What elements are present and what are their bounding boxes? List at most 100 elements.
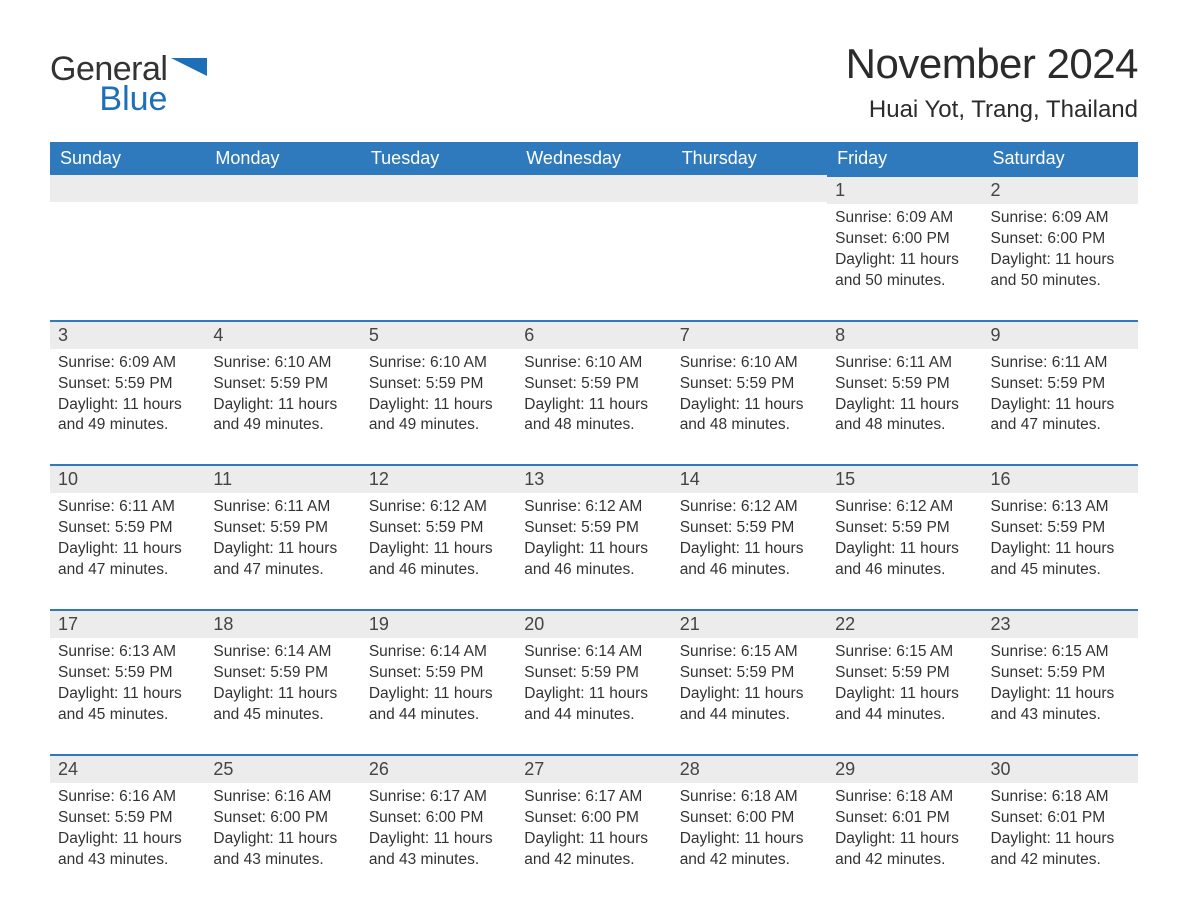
calendar-cell-content: 23Sunrise: 6:15 AMSunset: 5:59 PMDayligh… xyxy=(983,609,1138,754)
sunset-text: Sunset: 5:59 PM xyxy=(680,663,819,684)
location-subtitle: Huai Yot, Trang, Thailand xyxy=(846,96,1138,124)
day-number: 11 xyxy=(205,466,360,493)
day-number: 1 xyxy=(827,177,982,204)
sunset-text: Sunset: 5:59 PM xyxy=(524,518,663,539)
calendar-table: Sunday Monday Tuesday Wednesday Thursday… xyxy=(50,142,1138,898)
calendar-cell xyxy=(516,175,671,320)
calendar-cell-content: 28Sunrise: 6:18 AMSunset: 6:00 PMDayligh… xyxy=(672,754,827,899)
sunset-text: Sunset: 5:59 PM xyxy=(524,663,663,684)
calendar-cell: 1Sunrise: 6:09 AMSunset: 6:00 PMDaylight… xyxy=(827,175,982,320)
calendar-cell: 7 Sunrise: 6:10 AMSunset: 5:59 PMDaylight… xyxy=(672,320,827,465)
daylight-text: Daylight: 11 hours and 42 minutes. xyxy=(524,829,663,871)
day-number: 7 xyxy=(672,322,827,349)
day-number xyxy=(672,175,827,202)
sunrise-text: Sunrise: 6:10 AM xyxy=(369,353,508,374)
day-info: Sunrise: 6:15 AMSunset: 5:59 PMDaylight:… xyxy=(672,638,827,726)
calendar-cell-content: 30Sunrise: 6:18 AMSunset: 6:01 PMDayligh… xyxy=(983,754,1138,899)
calendar-cell: 5Sunrise: 6:10 AMSunset: 5:59 PMDaylight… xyxy=(361,320,516,465)
day-info: Sunrise: 6:11 AMSunset: 5:59 PMDaylight:… xyxy=(205,493,360,581)
sunrise-text: Sunrise: 6:15 AM xyxy=(991,642,1130,663)
day-number: 14 xyxy=(672,466,827,493)
day-number: 5 xyxy=(361,322,516,349)
sunrise-text: Sunrise: 6:13 AM xyxy=(991,497,1130,518)
day-info: Sunrise: 6:10 AMSunset: 5:59 PMDaylight:… xyxy=(205,349,360,437)
sunset-text: Sunset: 5:59 PM xyxy=(58,518,197,539)
sunrise-text: Sunrise: 6:11 AM xyxy=(58,497,197,518)
calendar-cell-content: 22Sunrise: 6:15 AMSunset: 5:59 PMDayligh… xyxy=(827,609,982,754)
sunset-text: Sunset: 5:59 PM xyxy=(524,374,663,395)
calendar-cell-empty xyxy=(672,175,827,230)
calendar-cell-empty xyxy=(361,175,516,230)
daylight-text: Daylight: 11 hours and 45 minutes. xyxy=(58,684,197,726)
sunrise-text: Sunrise: 6:18 AM xyxy=(991,787,1130,808)
daylight-text: Daylight: 11 hours and 43 minutes. xyxy=(58,829,197,871)
calendar-cell xyxy=(361,175,516,320)
sunrise-text: Sunrise: 6:15 AM xyxy=(835,642,974,663)
sunset-text: Sunset: 5:59 PM xyxy=(991,374,1130,395)
day-number: 12 xyxy=(361,466,516,493)
sunrise-text: Sunrise: 6:11 AM xyxy=(835,353,974,374)
month-title: November 2024 xyxy=(846,40,1138,88)
sunrise-text: Sunrise: 6:16 AM xyxy=(213,787,352,808)
calendar-cell-content: 20Sunrise: 6:14 AMSunset: 5:59 PMDayligh… xyxy=(516,609,671,754)
sunset-text: Sunset: 5:59 PM xyxy=(835,374,974,395)
day-info: Sunrise: 6:11 AMSunset: 5:59 PMDaylight:… xyxy=(50,493,205,581)
daylight-text: Daylight: 11 hours and 43 minutes. xyxy=(991,684,1130,726)
day-info: Sunrise: 6:14 AMSunset: 5:59 PMDaylight:… xyxy=(361,638,516,726)
calendar-cell: 25Sunrise: 6:16 AMSunset: 6:00 PMDayligh… xyxy=(205,754,360,899)
day-number: 29 xyxy=(827,756,982,783)
day-info: Sunrise: 6:11 AMSunset: 5:59 PMDaylight:… xyxy=(827,349,982,437)
weekday-header: Thursday xyxy=(672,142,827,175)
sunset-text: Sunset: 5:59 PM xyxy=(680,374,819,395)
daylight-text: Daylight: 11 hours and 49 minutes. xyxy=(213,395,352,437)
sunrise-text: Sunrise: 6:12 AM xyxy=(369,497,508,518)
calendar-cell: 15Sunrise: 6:12 AMSunset: 5:59 PMDayligh… xyxy=(827,464,982,609)
calendar-cell-content: 8Sunrise: 6:11 AMSunset: 5:59 PMDaylight… xyxy=(827,320,982,465)
weekday-header: Monday xyxy=(205,142,360,175)
sunrise-text: Sunrise: 6:10 AM xyxy=(213,353,352,374)
daylight-text: Daylight: 11 hours and 44 minutes. xyxy=(835,684,974,726)
day-number: 16 xyxy=(983,466,1138,493)
day-info: Sunrise: 6:18 AMSunset: 6:01 PMDaylight:… xyxy=(983,783,1138,871)
calendar-week-row: 24Sunrise: 6:16 AMSunset: 5:59 PMDayligh… xyxy=(50,754,1138,899)
daylight-text: Daylight: 11 hours and 42 minutes. xyxy=(680,829,819,871)
calendar-cell: 29Sunrise: 6:18 AMSunset: 6:01 PMDayligh… xyxy=(827,754,982,899)
calendar-week-row: 3Sunrise: 6:09 AMSunset: 5:59 PMDaylight… xyxy=(50,320,1138,465)
day-number: 18 xyxy=(205,611,360,638)
day-number: 10 xyxy=(50,466,205,493)
day-number xyxy=(516,175,671,202)
day-info: Sunrise: 6:10 AMSunset: 5:59 PMDaylight:… xyxy=(361,349,516,437)
daylight-text: Daylight: 11 hours and 48 minutes. xyxy=(680,395,819,437)
calendar-cell: 3Sunrise: 6:09 AMSunset: 5:59 PMDaylight… xyxy=(50,320,205,465)
calendar-cell-content: 18Sunrise: 6:14 AMSunset: 5:59 PMDayligh… xyxy=(205,609,360,754)
calendar-week-row: 1Sunrise: 6:09 AMSunset: 6:00 PMDaylight… xyxy=(50,175,1138,320)
sunrise-text: Sunrise: 6:18 AM xyxy=(680,787,819,808)
sunrise-text: Sunrise: 6:17 AM xyxy=(524,787,663,808)
sunset-text: Sunset: 5:59 PM xyxy=(680,518,819,539)
sunset-text: Sunset: 6:00 PM xyxy=(213,808,352,829)
calendar-cell-content: 29Sunrise: 6:18 AMSunset: 6:01 PMDayligh… xyxy=(827,754,982,899)
day-info: Sunrise: 6:09 AMSunset: 6:00 PMDaylight:… xyxy=(827,204,982,292)
weekday-header-row: Sunday Monday Tuesday Wednesday Thursday… xyxy=(50,142,1138,175)
sunrise-text: Sunrise: 6:10 AM xyxy=(680,353,819,374)
day-info: Sunrise: 6:14 AMSunset: 5:59 PMDaylight:… xyxy=(205,638,360,726)
calendar-week-row: 10Sunrise: 6:11 AMSunset: 5:59 PMDayligh… xyxy=(50,464,1138,609)
daylight-text: Daylight: 11 hours and 49 minutes. xyxy=(369,395,508,437)
day-number: 30 xyxy=(983,756,1138,783)
weekday-header: Tuesday xyxy=(361,142,516,175)
sunset-text: Sunset: 5:59 PM xyxy=(58,808,197,829)
day-info: Sunrise: 6:12 AMSunset: 5:59 PMDaylight:… xyxy=(827,493,982,581)
sunset-text: Sunset: 6:00 PM xyxy=(835,229,974,250)
daylight-text: Daylight: 11 hours and 46 minutes. xyxy=(524,539,663,581)
sunset-text: Sunset: 5:59 PM xyxy=(58,663,197,684)
calendar-cell: 18Sunrise: 6:14 AMSunset: 5:59 PMDayligh… xyxy=(205,609,360,754)
calendar-cell: 14Sunrise: 6:12 AMSunset: 5:59 PMDayligh… xyxy=(672,464,827,609)
calendar-cell-content: 16Sunrise: 6:13 AMSunset: 5:59 PMDayligh… xyxy=(983,464,1138,609)
calendar-cell-content: 24Sunrise: 6:16 AMSunset: 5:59 PMDayligh… xyxy=(50,754,205,899)
daylight-text: Daylight: 11 hours and 42 minutes. xyxy=(991,829,1130,871)
day-number: 28 xyxy=(672,756,827,783)
sunset-text: Sunset: 6:00 PM xyxy=(991,229,1130,250)
calendar-cell: 13Sunrise: 6:12 AMSunset: 5:59 PMDayligh… xyxy=(516,464,671,609)
sunrise-text: Sunrise: 6:16 AM xyxy=(58,787,197,808)
sunrise-text: Sunrise: 6:14 AM xyxy=(369,642,508,663)
